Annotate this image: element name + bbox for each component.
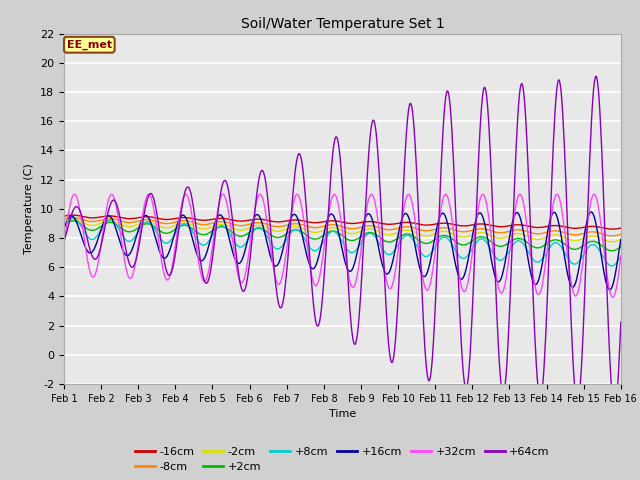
- +2cm: [428, 239, 435, 245]
- X-axis label: Time: Time: [329, 409, 356, 419]
- +64cm: [592, 73, 600, 79]
- +32cm: [617, 253, 625, 259]
- Line: +16cm: +16cm: [64, 212, 621, 290]
- -16cm: [609, 226, 616, 232]
- -2cm: [411, 229, 419, 235]
- -8cm: [60, 216, 68, 222]
- +2cm: [70, 218, 77, 224]
- +8cm: [185, 223, 193, 229]
- +8cm: [70, 215, 77, 221]
- Line: -16cm: -16cm: [64, 215, 621, 229]
- +32cm: [428, 277, 435, 283]
- -8cm: [609, 233, 616, 239]
- +2cm: [60, 222, 68, 228]
- +16cm: [60, 226, 68, 231]
- -8cm: [128, 219, 136, 225]
- -8cm: [71, 215, 79, 220]
- -8cm: [411, 225, 419, 231]
- -2cm: [609, 239, 616, 245]
- +32cm: [184, 194, 192, 200]
- +2cm: [185, 224, 193, 229]
- +16cm: [127, 248, 135, 254]
- +64cm: [214, 215, 221, 220]
- +64cm: [184, 184, 192, 190]
- +16cm: [70, 215, 78, 220]
- +32cm: [367, 192, 375, 197]
- -16cm: [71, 212, 79, 218]
- -2cm: [128, 224, 136, 229]
- -8cm: [617, 231, 625, 237]
- -16cm: [617, 225, 625, 231]
- Line: +64cm: +64cm: [64, 76, 621, 408]
- +2cm: [128, 228, 136, 234]
- +32cm: [70, 192, 78, 197]
- +32cm: [411, 216, 419, 222]
- Line: +8cm: +8cm: [64, 218, 621, 266]
- -8cm: [68, 215, 76, 220]
- +8cm: [60, 225, 68, 231]
- Line: -2cm: -2cm: [64, 220, 621, 242]
- Line: +32cm: +32cm: [64, 194, 621, 298]
- -16cm: [68, 212, 76, 218]
- +2cm: [214, 225, 222, 230]
- +8cm: [71, 216, 79, 221]
- Line: -8cm: -8cm: [64, 217, 621, 236]
- +64cm: [60, 238, 68, 244]
- +64cm: [410, 125, 418, 131]
- -2cm: [68, 217, 76, 223]
- +16cm: [410, 237, 418, 243]
- +8cm: [617, 253, 625, 259]
- +32cm: [127, 275, 135, 281]
- +32cm: [214, 210, 221, 216]
- +16cm: [606, 287, 614, 293]
- +64cm: [426, 374, 434, 380]
- Text: EE_met: EE_met: [67, 40, 112, 50]
- -16cm: [60, 213, 68, 219]
- +2cm: [617, 244, 625, 250]
- -8cm: [185, 218, 193, 224]
- -2cm: [71, 217, 79, 223]
- -2cm: [60, 219, 68, 225]
- +8cm: [428, 250, 435, 256]
- Line: +2cm: +2cm: [64, 221, 621, 251]
- -16cm: [185, 215, 193, 221]
- Y-axis label: Temperature (C): Temperature (C): [24, 163, 35, 254]
- +8cm: [214, 225, 222, 230]
- +8cm: [128, 237, 136, 243]
- -16cm: [428, 222, 435, 228]
- -2cm: [428, 232, 435, 238]
- +32cm: [60, 240, 68, 246]
- -8cm: [214, 219, 222, 225]
- -16cm: [214, 216, 222, 221]
- -2cm: [617, 237, 625, 242]
- -8cm: [428, 228, 435, 233]
- +32cm: [609, 295, 617, 300]
- +64cm: [127, 264, 135, 270]
- Title: Soil/Water Temperature Set 1: Soil/Water Temperature Set 1: [241, 17, 444, 31]
- +16cm: [588, 209, 595, 215]
- +64cm: [70, 206, 78, 212]
- -2cm: [185, 221, 193, 227]
- +16cm: [617, 237, 625, 242]
- -16cm: [128, 216, 136, 221]
- +64cm: [611, 406, 618, 411]
- +8cm: [411, 240, 419, 245]
- -2cm: [214, 222, 222, 228]
- -16cm: [411, 220, 419, 226]
- +2cm: [411, 234, 419, 240]
- +8cm: [607, 263, 615, 269]
- +2cm: [71, 218, 79, 224]
- +16cm: [426, 258, 434, 264]
- Legend: -16cm, -8cm, -2cm, +2cm, +8cm, +16cm, +32cm, +64cm: -16cm, -8cm, -2cm, +2cm, +8cm, +16cm, +3…: [131, 442, 554, 477]
- +64cm: [617, 319, 625, 325]
- +16cm: [214, 215, 221, 220]
- +2cm: [607, 248, 615, 253]
- +16cm: [184, 220, 192, 226]
